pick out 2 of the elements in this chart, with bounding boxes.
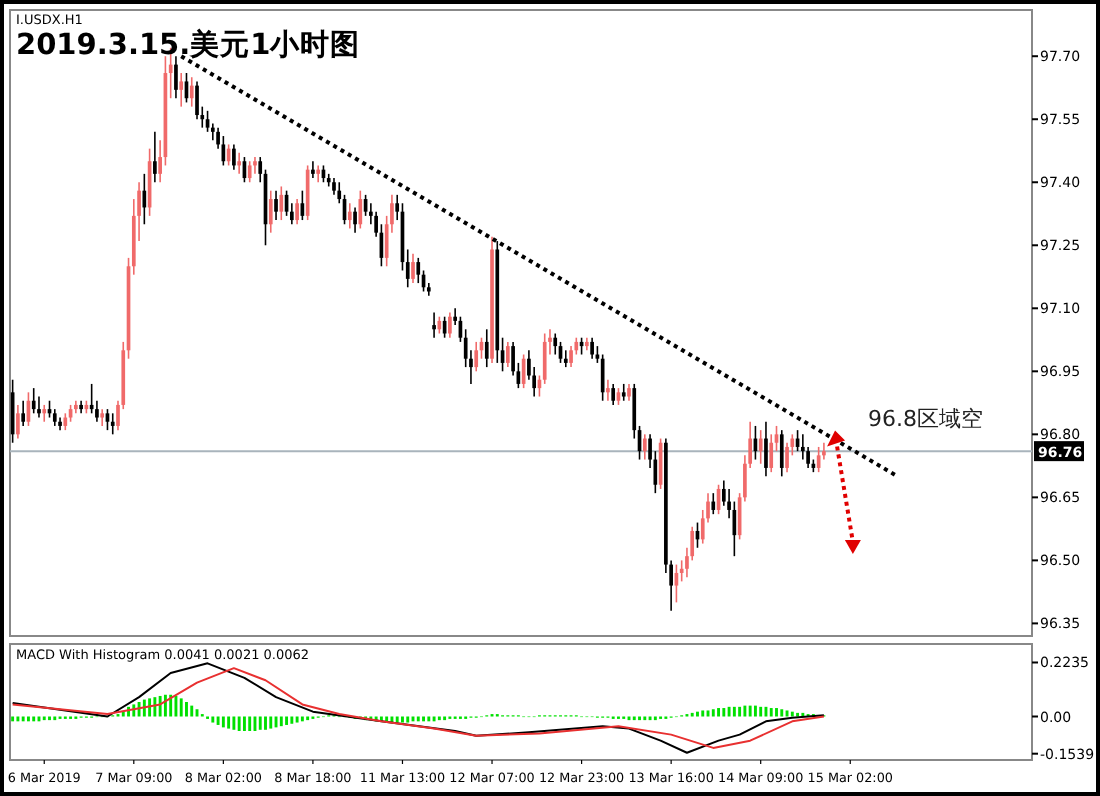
- annotation: 96.8区域空: [868, 405, 983, 432]
- text: 2019.3.15.美元1小时图: [16, 26, 361, 62]
